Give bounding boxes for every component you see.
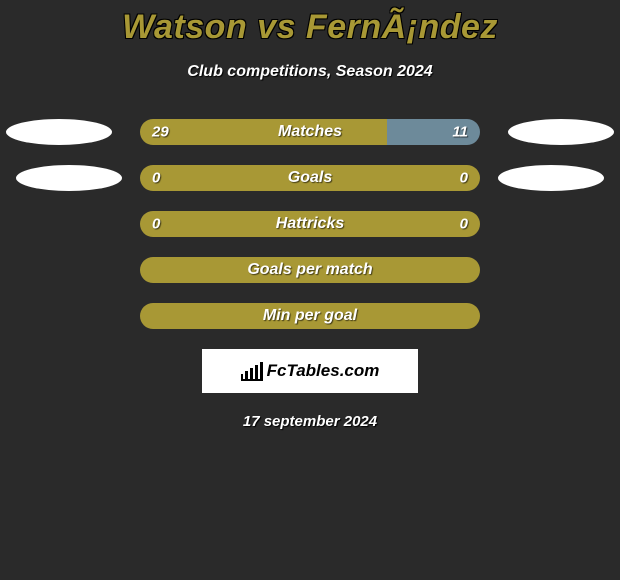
stat-value-right: 0 xyxy=(460,216,468,233)
stat-row-matches: 29 Matches 11 xyxy=(0,119,620,145)
stat-row-goals: 0 Goals 0 xyxy=(0,165,620,191)
stat-value-right: 0 xyxy=(460,170,468,187)
stat-row-hattricks: 0 Hattricks 0 xyxy=(0,211,620,237)
player-ellipse-right xyxy=(508,119,614,145)
stat-row-goals-per-match: Goals per match xyxy=(0,257,620,283)
stat-label: Goals per match xyxy=(247,261,372,279)
stat-value-right: 11 xyxy=(452,124,468,141)
stat-row-min-per-goal: Min per goal xyxy=(0,303,620,329)
page-title: Watson vs FernÃ¡ndez xyxy=(0,8,620,47)
stat-value-left: 29 xyxy=(152,124,169,141)
page-subtitle: Club competitions, Season 2024 xyxy=(0,63,620,81)
stat-rows: 29 Matches 11 0 Goals 0 0 Hattricks xyxy=(0,119,620,329)
stat-bar: Min per goal xyxy=(140,303,480,329)
stat-label: Hattricks xyxy=(276,215,344,233)
footer-date: 17 september 2024 xyxy=(0,413,620,430)
stat-value-left: 0 xyxy=(152,170,160,187)
bar-segment-left xyxy=(140,119,387,145)
stat-label: Matches xyxy=(278,123,342,141)
bar-chart-icon xyxy=(241,361,263,381)
stat-bar: Goals per match xyxy=(140,257,480,283)
stat-value-left: 0 xyxy=(152,216,160,233)
player-ellipse-left xyxy=(6,119,112,145)
player-ellipse-left xyxy=(16,165,122,191)
stat-bar: 0 Goals 0 xyxy=(140,165,480,191)
stat-label: Goals xyxy=(288,169,332,187)
comparison-infographic: Watson vs FernÃ¡ndez Club competitions, … xyxy=(0,0,620,430)
brand-name: FcTables.com xyxy=(267,361,380,381)
stat-label: Min per goal xyxy=(263,307,357,325)
brand-logo: FcTables.com xyxy=(202,349,418,393)
stat-bar: 29 Matches 11 xyxy=(140,119,480,145)
stat-bar: 0 Hattricks 0 xyxy=(140,211,480,237)
player-ellipse-right xyxy=(498,165,604,191)
brand-logo-inner: FcTables.com xyxy=(241,361,380,381)
